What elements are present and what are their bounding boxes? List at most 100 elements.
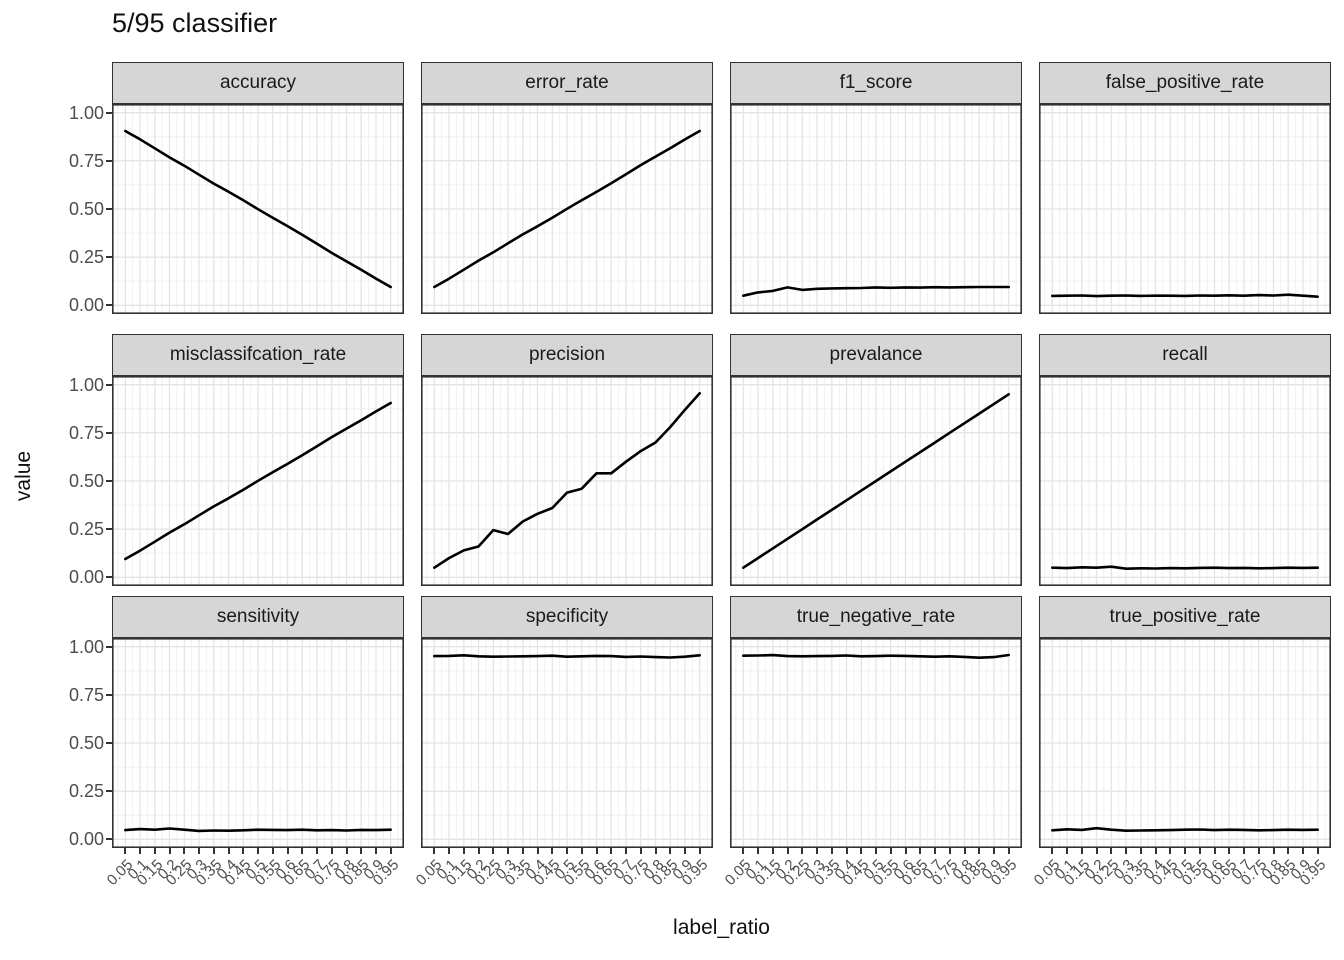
facet-strip-label: true_negative_rate xyxy=(796,606,956,627)
x-tick-mark xyxy=(375,848,377,854)
x-tick-mark xyxy=(625,848,627,854)
y-tick-label: 0.50 xyxy=(68,199,104,219)
x-tick-mark xyxy=(316,848,318,854)
x-tick-mark xyxy=(1051,848,1054,854)
x-tick-mark xyxy=(433,848,436,854)
x-tick-mark xyxy=(271,848,274,854)
x-tick-mark xyxy=(1257,848,1260,854)
x-tick-mark xyxy=(1272,848,1275,854)
x-tick-mark xyxy=(934,848,936,854)
facet-strip-f1_score: f1_score xyxy=(730,62,1022,104)
x-tick-mark xyxy=(845,848,848,854)
x-tick-mark xyxy=(963,848,966,854)
y-tick-mark xyxy=(106,790,112,793)
x-tick-mark xyxy=(153,848,156,854)
facet-strip-label: true_positive_rate xyxy=(1109,606,1261,627)
x-tick-mark xyxy=(654,848,657,854)
y-tick-mark xyxy=(106,480,112,482)
x-tick-mark xyxy=(212,848,215,854)
y-tick-mark xyxy=(106,208,112,210)
x-tick-mark xyxy=(330,848,333,854)
x-tick-mark xyxy=(566,848,568,854)
x-tick-mark xyxy=(978,848,981,854)
facet-panel-false_positive_rate xyxy=(1039,104,1331,314)
x-tick-mark xyxy=(536,848,539,854)
x-tick-mark xyxy=(389,848,392,854)
y-tick-mark xyxy=(106,576,112,579)
facet-strip-true_negative_rate: true_negative_rate xyxy=(730,596,1022,638)
x-tick-mark xyxy=(139,848,141,854)
x-tick-mark xyxy=(1243,848,1245,854)
x-tick-mark xyxy=(1110,848,1113,854)
x-tick-mark xyxy=(551,848,554,854)
facet-strip-recall: recall xyxy=(1039,334,1331,376)
x-tick-mark xyxy=(771,848,774,854)
x-tick-mark xyxy=(124,848,127,854)
x-tick-mark xyxy=(360,848,363,854)
x-tick-mark xyxy=(1213,848,1216,854)
x-tick-mark xyxy=(168,848,171,854)
x-tick-mark xyxy=(1228,848,1231,854)
facet-panel-recall xyxy=(1039,376,1331,586)
facet-panel-misclassifcation_rate xyxy=(112,376,404,586)
x-tick-mark xyxy=(345,848,348,854)
facet-panel-specificity xyxy=(421,638,713,848)
y-tick-mark xyxy=(106,693,112,696)
x-tick-mark xyxy=(993,848,995,854)
x-tick-mark xyxy=(507,848,509,854)
y-tick-mark xyxy=(106,742,112,744)
y-tick-label: 0.25 xyxy=(68,519,104,540)
facet-panel-prevalance xyxy=(730,376,1022,586)
y-tick-label: 0.00 xyxy=(68,567,104,588)
facet-panel-true_positive_rate xyxy=(1039,638,1331,848)
x-tick-mark xyxy=(227,848,230,854)
facet-strip-misclassifcation_rate: misclassifcation_rate xyxy=(112,334,404,376)
chart-title: 5/95 classifier xyxy=(112,8,278,38)
x-tick-mark xyxy=(1316,848,1319,854)
x-tick-mark xyxy=(669,848,672,854)
facet-strip-label: prevalance xyxy=(829,344,923,365)
x-tick-mark xyxy=(889,848,892,854)
x-tick-mark xyxy=(816,848,818,854)
facet-strip-label: precision xyxy=(528,344,606,365)
y-tick-label: 0.75 xyxy=(68,684,104,705)
x-tick-mark xyxy=(1080,848,1083,854)
x-tick-mark xyxy=(1139,848,1142,854)
y-tick-label: 1.00 xyxy=(68,102,104,123)
facet-strip-error_rate: error_rate xyxy=(421,62,713,104)
x-axis-title: label_ratio xyxy=(673,916,770,939)
x-tick-mark xyxy=(1184,848,1186,854)
x-tick-mark xyxy=(1007,848,1010,854)
x-tick-mark xyxy=(242,848,245,854)
facet-panel-true_negative_rate xyxy=(730,638,1022,848)
x-tick-mark xyxy=(919,848,922,854)
y-tick-label: 0.25 xyxy=(68,247,104,268)
x-tick-mark xyxy=(521,848,524,854)
facet-strip-label: specificity xyxy=(525,606,609,627)
y-tick-label: 0.50 xyxy=(68,471,104,491)
facet-panel-accuracy xyxy=(112,104,404,314)
facet-strip-true_positive_rate: true_positive_rate xyxy=(1039,596,1331,638)
facet-panel-f1_score xyxy=(730,104,1022,314)
y-tick-mark xyxy=(106,256,112,259)
y-tick-mark xyxy=(106,159,112,162)
facet-panel-sensitivity xyxy=(112,638,404,848)
y-tick-label: 1.00 xyxy=(68,636,104,657)
facet-panel-precision xyxy=(421,376,713,586)
facet-strip-label: f1_score xyxy=(839,72,913,93)
y-tick-mark xyxy=(106,111,112,114)
y-tick-mark xyxy=(106,838,112,841)
y-tick-label: 1.00 xyxy=(68,374,104,395)
y-tick-mark xyxy=(106,431,112,434)
facet-strip-false_positive_rate: false_positive_rate xyxy=(1039,62,1331,104)
y-tick-label: 0.50 xyxy=(68,733,104,753)
facet-strip-label: misclassifcation_rate xyxy=(169,344,347,365)
y-axis-title: value xyxy=(12,450,35,502)
x-tick-mark xyxy=(801,848,804,854)
x-tick-mark xyxy=(286,848,289,854)
x-tick-mark xyxy=(742,848,745,854)
x-tick-mark xyxy=(1198,848,1201,854)
x-tick-mark xyxy=(830,848,833,854)
y-tick-label: 0.00 xyxy=(68,829,104,850)
x-tick-mark xyxy=(301,848,304,854)
